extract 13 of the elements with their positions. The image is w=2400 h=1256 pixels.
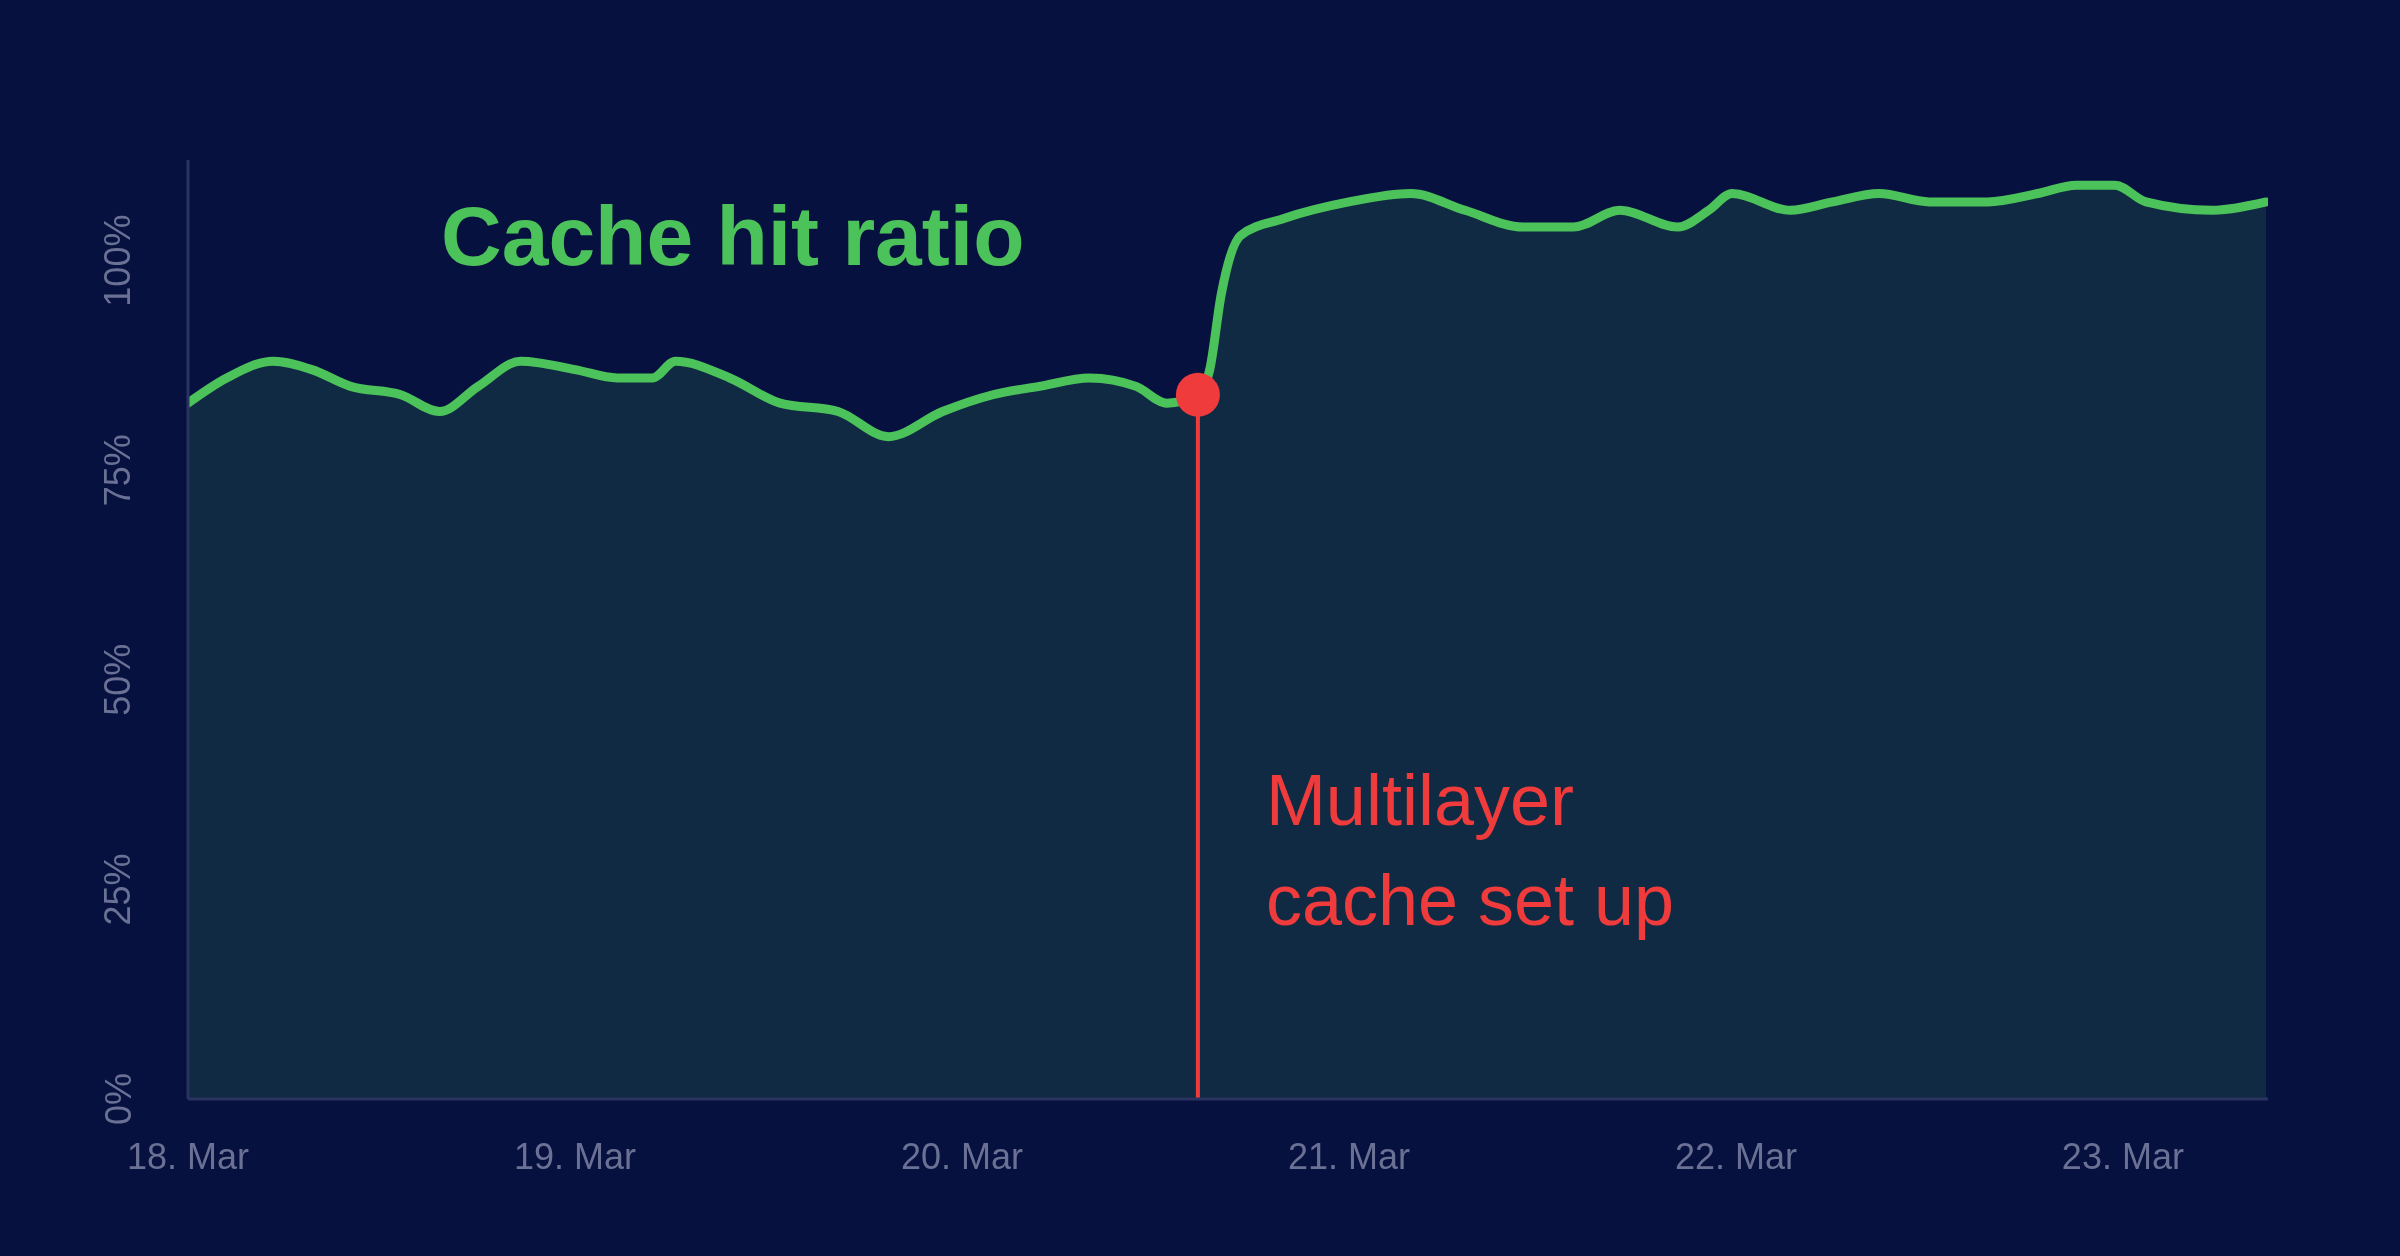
y-tick-label: 50%: [97, 643, 139, 716]
ref-line-label: Multilayer cache set up: [1265, 760, 1675, 940]
x-tick-label: 22. Mar: [1674, 1136, 1797, 1177]
y-tick-label: 75%: [97, 434, 139, 507]
y-tick-label: 25%: [97, 853, 139, 926]
chart-title: Cache hit ratio: [441, 188, 1025, 285]
x-tick-label: 20. Mar: [900, 1136, 1023, 1177]
x-tick-label: 21. Mar: [1287, 1136, 1410, 1177]
x-tick-label: 18. Mar: [126, 1136, 250, 1177]
y-tick-label: 100%: [97, 214, 139, 307]
x-tick-label: 19. Mar: [513, 1136, 637, 1177]
y-tick-label: 0%: [97, 1072, 139, 1126]
x-tick-label: 23. Mar: [2061, 1136, 2184, 1177]
